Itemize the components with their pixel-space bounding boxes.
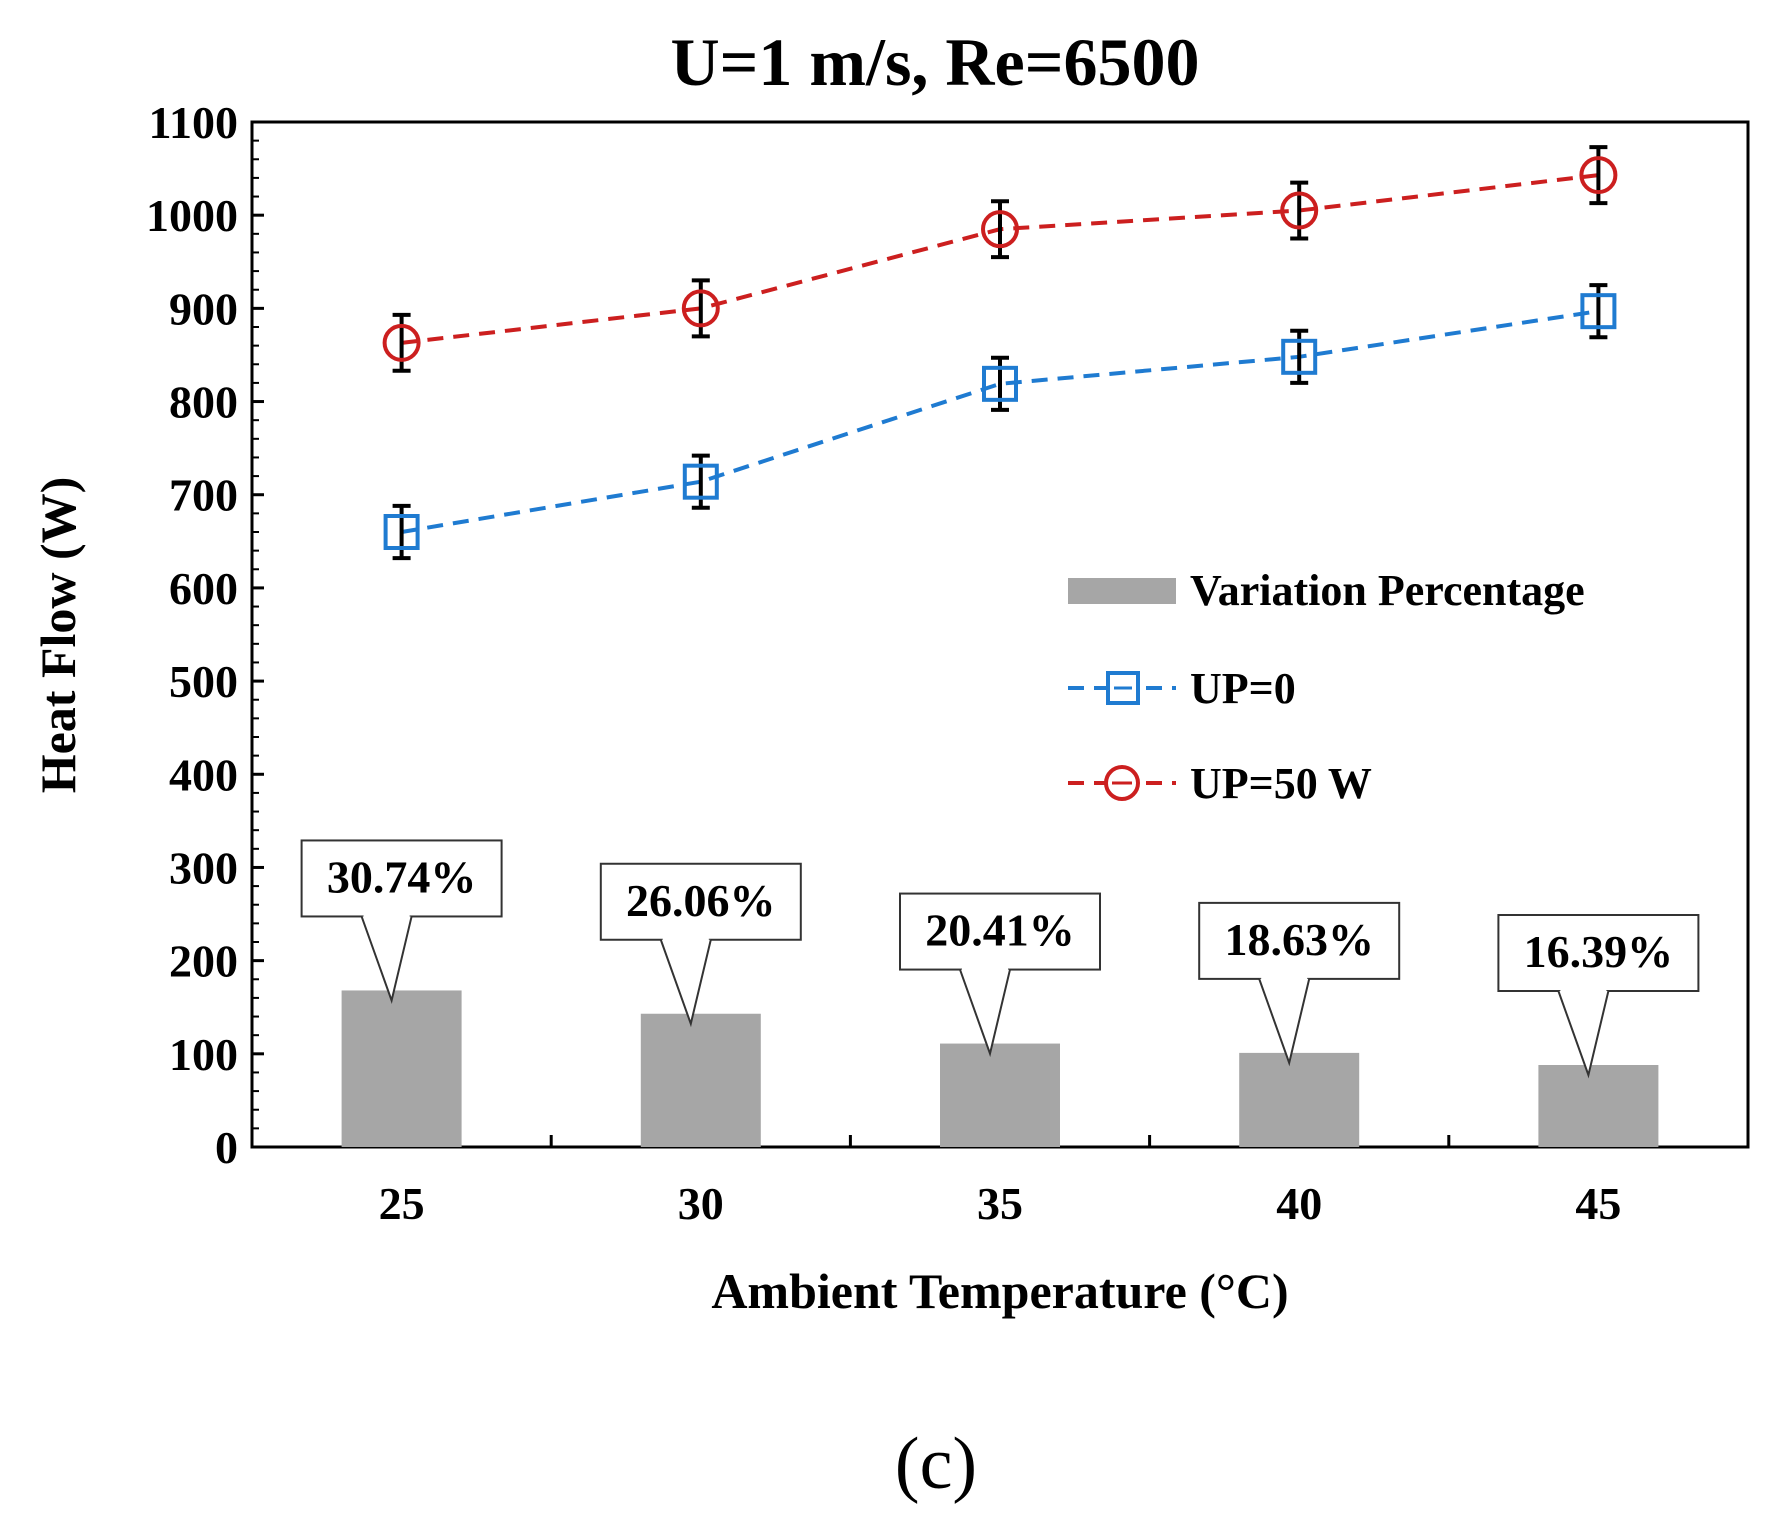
callout-box bbox=[1497, 914, 1700, 992]
y-tick-label: 0 bbox=[215, 1122, 238, 1173]
data-point bbox=[1281, 328, 1318, 385]
marker-square bbox=[1281, 338, 1318, 375]
x-tick-label: 35 bbox=[977, 1178, 1023, 1229]
bar bbox=[341, 990, 462, 1147]
data-point bbox=[383, 503, 420, 561]
figure-caption: (c) bbox=[895, 1423, 977, 1505]
legend: Variation Percentage UP=0 UP=50 W bbox=[1068, 566, 1585, 808]
x-axis-label: Ambient Temperature (°C) bbox=[711, 1263, 1288, 1319]
data-point bbox=[382, 312, 421, 373]
y-tick-label: 600 bbox=[169, 563, 238, 614]
x-tick-label: 25 bbox=[379, 1178, 425, 1229]
y-tick-label: 800 bbox=[169, 377, 238, 428]
legend-swatch-bar bbox=[1068, 578, 1176, 604]
y-tick-label: 400 bbox=[169, 749, 238, 800]
data-point bbox=[1580, 283, 1617, 340]
data-point bbox=[982, 355, 1018, 412]
line-series bbox=[382, 145, 1618, 561]
bar-data-label: 30.74% bbox=[327, 851, 477, 902]
legend-label-up50: UP=50 W bbox=[1190, 759, 1372, 808]
y-tick-label: 500 bbox=[169, 656, 238, 707]
legend-label-bar: Variation Percentage bbox=[1190, 566, 1585, 615]
y-tick-label: 700 bbox=[169, 470, 238, 521]
data-point bbox=[981, 199, 1019, 260]
data-point bbox=[681, 278, 720, 339]
bar bbox=[1538, 1065, 1659, 1147]
x-tick-label: 45 bbox=[1575, 1178, 1621, 1229]
callout-pointer bbox=[360, 916, 413, 1004]
marker-square bbox=[1580, 293, 1617, 330]
marker-circle bbox=[1579, 156, 1618, 195]
bar-data-label: 16.39% bbox=[1524, 926, 1674, 977]
x-tick-label: 30 bbox=[678, 1178, 724, 1229]
y-axis-label: Heat Flow (W) bbox=[30, 477, 86, 794]
callout-pointer bbox=[1258, 978, 1311, 1067]
y-tick-label: 200 bbox=[169, 936, 238, 987]
x-axis-ticks: 25 30 35 40 45 bbox=[250, 1135, 1750, 1229]
bar-data-label: 18.63% bbox=[1224, 914, 1374, 965]
marker-square bbox=[383, 514, 420, 550]
bar-data-label: 26.06% bbox=[626, 875, 776, 926]
y-tick-label: 1100 bbox=[149, 97, 238, 148]
data-point bbox=[1579, 145, 1618, 206]
y-axis-ticks: 0 100 200 300 400 500 600 700 800 900 1000 1100 bbox=[146, 97, 264, 1173]
data-point bbox=[682, 453, 719, 510]
bar bbox=[640, 1013, 761, 1147]
bar-data-label: 20.41% bbox=[925, 905, 1075, 956]
legend-label-up0: UP=0 bbox=[1190, 664, 1296, 713]
y-tick-label: 100 bbox=[169, 1029, 238, 1080]
y-tick-label: 900 bbox=[169, 283, 238, 334]
bar bbox=[1239, 1052, 1360, 1147]
callout-pointer bbox=[1557, 990, 1610, 1079]
x-tick-label: 40 bbox=[1276, 1178, 1322, 1229]
bar bbox=[940, 1043, 1060, 1147]
marker-circle bbox=[981, 210, 1019, 249]
marker-square bbox=[682, 463, 719, 500]
data-point bbox=[1280, 180, 1319, 241]
marker-square bbox=[982, 365, 1018, 402]
callout-box bbox=[899, 892, 1101, 971]
bar-series bbox=[341, 990, 1659, 1147]
marker-circle bbox=[1280, 191, 1319, 230]
callout-box bbox=[300, 839, 503, 918]
marker-circle bbox=[681, 289, 720, 328]
bar-callouts: 30.74% 26.06% 20.41% 18.63% 16.39% bbox=[300, 839, 1700, 1079]
callout-pointer bbox=[659, 939, 712, 1028]
series-line-up0 bbox=[401, 309, 1599, 534]
y-tick-label: 300 bbox=[169, 842, 238, 893]
marker-circle bbox=[382, 323, 421, 362]
y-tick-label: 1000 bbox=[146, 190, 238, 241]
chart-title: U=1 m/s, Re=6500 bbox=[671, 24, 1200, 100]
callout-pointer bbox=[959, 969, 1011, 1058]
